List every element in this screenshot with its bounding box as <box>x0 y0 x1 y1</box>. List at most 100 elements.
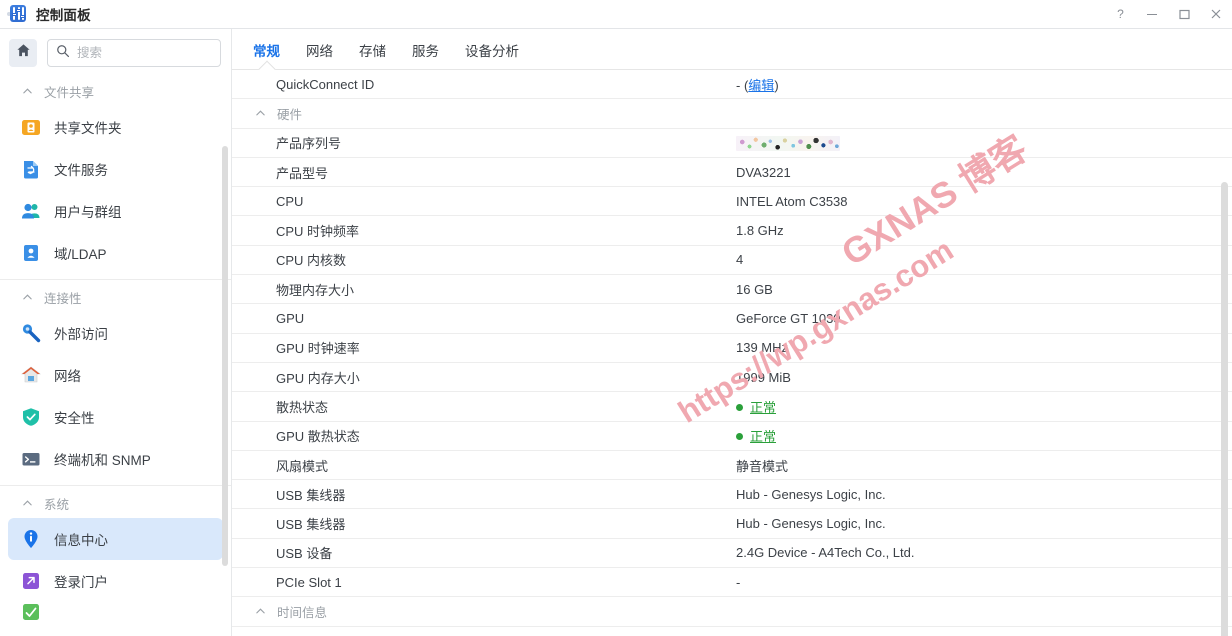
sidebar-group-label: 连接性 <box>44 291 82 306</box>
table-row: USB 集线器 Hub - Genesys Logic, Inc. <box>232 480 1232 510</box>
row-value: 1.8 GHz <box>736 223 784 239</box>
row-label: USB 设备 <box>276 546 333 562</box>
table-row: PCIe Slot 1 - <box>232 568 1232 598</box>
sidebar-item-label: 网络 <box>54 369 81 384</box>
row-label: GPU 时钟速率 <box>276 341 360 357</box>
sidebar-group-system[interactable]: 系统 <box>0 488 231 518</box>
sidebar-item-external-access[interactable]: 外部访问 <box>8 312 223 354</box>
table-row: CPU 内核数 4 <box>232 246 1232 276</box>
table-row: GPU 时钟速率 139 MHz <box>232 334 1232 363</box>
tab-service[interactable]: 服务 <box>412 44 439 59</box>
sidebar-item-login-portal[interactable]: 登录门户 <box>8 560 223 602</box>
sidebar-item-label: 登录门户 <box>54 575 108 590</box>
section-header-time-info[interactable]: 时间信息 <box>232 597 1232 627</box>
sidebar-item-partial[interactable] <box>8 602 223 622</box>
tab-storage[interactable]: 存储 <box>359 44 386 59</box>
sidebar-nav: 文件共享 共享文件夹 <box>0 76 231 636</box>
tab-general[interactable]: 常规 <box>253 40 280 69</box>
row-value <box>736 135 840 151</box>
file-service-icon <box>20 158 42 180</box>
sidebar-item-file-service[interactable]: 文件服务 <box>8 148 223 190</box>
terminal-snmp-icon <box>20 448 42 470</box>
search-input[interactable] <box>77 46 212 60</box>
sidebar-header <box>0 29 231 76</box>
section-label: 时间信息 <box>277 605 328 620</box>
row-value: 正常 <box>736 426 776 445</box>
main-scrollbar[interactable] <box>1221 182 1228 636</box>
sidebar-item-security[interactable]: 安全性 <box>8 396 223 438</box>
sidebar-item-label: 外部访问 <box>54 327 108 342</box>
maximize-button[interactable] <box>1168 0 1200 29</box>
main-panel: 常规 网络 存储 服务 设备分析 QuickConnect ID - (编辑) … <box>232 29 1232 636</box>
sidebar-item-network[interactable]: 网络 <box>8 354 223 396</box>
status-badge[interactable]: 正常 <box>750 429 777 445</box>
row-label: CPU 内核数 <box>276 253 347 269</box>
network-icon <box>20 364 42 386</box>
sidebar-item-domain-ldap[interactable]: 域/LDAP <box>8 232 223 274</box>
minimize-button[interactable] <box>1136 0 1168 29</box>
row-value: DVA3221 <box>736 164 791 180</box>
row-value: 139 MHz <box>736 340 789 356</box>
close-button[interactable] <box>1200 0 1232 29</box>
row-value: Hub - Genesys Logic, Inc. <box>736 486 886 502</box>
sidebar-item-info-center[interactable]: 信息中心 <box>8 518 223 560</box>
row-value: 1999 MiB <box>736 369 791 385</box>
sidebar-item-label: 域/LDAP <box>54 247 107 262</box>
sidebar-scrollbar[interactable] <box>222 146 228 566</box>
sidebar-group-label: 文件共享 <box>44 85 95 100</box>
row-value-text: - <box>736 77 741 93</box>
row-label: 产品型号 <box>276 165 329 181</box>
search-box[interactable] <box>47 39 221 67</box>
chevron-up-icon <box>22 498 33 509</box>
section-header-hardware[interactable]: 硬件 <box>232 99 1232 129</box>
window-titlebar: 控制面板 ? <box>0 0 1232 29</box>
help-button[interactable]: ? <box>1104 0 1136 29</box>
tab-bar: 常规 网络 存储 服务 设备分析 <box>232 29 1232 69</box>
row-value: 2.4G Device - A4Tech Co., Ltd. <box>736 545 915 561</box>
sidebar-group-file-sharing[interactable]: 文件共享 <box>0 76 231 106</box>
row-label: 风扇模式 <box>276 458 329 474</box>
status-badge[interactable]: 正常 <box>750 399 777 415</box>
tab-network[interactable]: 网络 <box>306 44 333 59</box>
edit-link[interactable]: 编辑 <box>748 77 775 93</box>
row-label: PCIe Slot 1 <box>276 574 342 590</box>
row-label: 物理内存大小 <box>276 282 355 298</box>
info-table: QuickConnect ID - (编辑) 硬件 产品序列号 产品型号 DVA… <box>232 70 1232 636</box>
table-row: QuickConnect ID - (编辑) <box>232 70 1232 100</box>
table-row: 产品型号 DVA3221 <box>232 158 1232 188</box>
row-value: 静音模式 <box>736 458 789 474</box>
sidebar-item-users-groups[interactable]: 用户与群组 <box>8 190 223 232</box>
sidebar-item-label: 终端机和 SNMP <box>54 453 151 468</box>
row-value: Hub - Genesys Logic, Inc. <box>736 516 886 532</box>
table-row: 散热状态 正常 <box>232 392 1232 422</box>
row-value: 正常 <box>736 397 776 416</box>
sidebar-item-label: 信息中心 <box>54 533 108 548</box>
table-row: USB 集线器 Hub - Genesys Logic, Inc. <box>232 509 1232 539</box>
chevron-up-icon <box>22 292 33 303</box>
tab-device-analytics[interactable]: 设备分析 <box>465 44 519 59</box>
section-label: 硬件 <box>277 107 303 122</box>
chevron-up-icon <box>22 86 33 97</box>
row-label: 产品序列号 <box>276 136 342 152</box>
sidebar-group-connectivity[interactable]: 连接性 <box>0 282 231 312</box>
home-button[interactable] <box>9 39 37 67</box>
row-value: 16 GB <box>736 281 773 297</box>
control-panel-icon <box>7 4 27 24</box>
sidebar-item-terminal-snmp[interactable]: 终端机和 SNMP <box>8 438 223 480</box>
table-row: GPU GeForce GT 1030 <box>232 304 1232 334</box>
table-row <box>232 627 1232 636</box>
sidebar: 文件共享 共享文件夹 <box>0 29 232 636</box>
external-access-icon <box>20 322 42 344</box>
row-label: CPU <box>276 193 304 209</box>
login-portal-icon <box>20 570 42 592</box>
row-label: GPU <box>276 311 305 327</box>
sidebar-item-label: 用户与群组 <box>54 205 122 220</box>
table-row: CPU 时钟频率 1.8 GHz <box>232 216 1232 246</box>
sidebar-group-label: 系统 <box>44 497 70 512</box>
table-row: GPU 内存大小 1999 MiB <box>232 363 1232 393</box>
window-title: 控制面板 <box>36 8 91 23</box>
row-label: CPU 时钟频率 <box>276 224 360 240</box>
tab-bar-rule <box>232 69 1232 70</box>
sidebar-item-shared-folder[interactable]: 共享文件夹 <box>8 106 223 148</box>
sidebar-item-label: 文件服务 <box>54 163 108 178</box>
